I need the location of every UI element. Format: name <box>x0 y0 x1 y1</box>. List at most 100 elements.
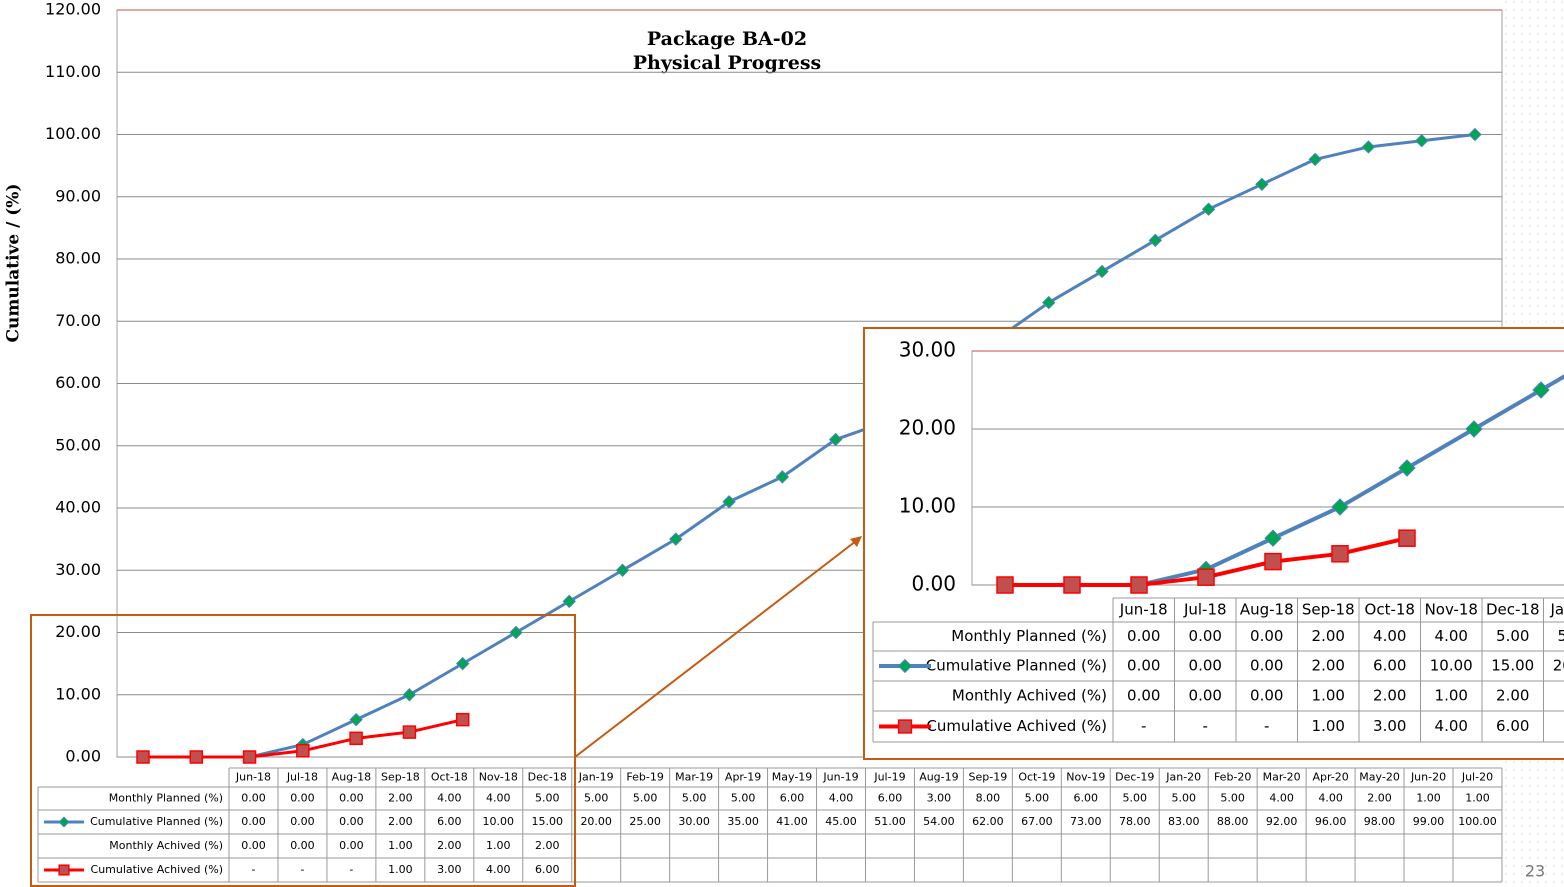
square-marker <box>189 750 204 764</box>
y-tick-label: 10.00 <box>55 684 101 703</box>
x-tick-label: Jul-18 <box>1183 601 1227 619</box>
table-value: 0.00 <box>339 839 364 852</box>
table-value: 5.00 <box>682 792 707 805</box>
table-value: 1.00 <box>1465 792 1490 805</box>
y-tick-label: 20.00 <box>899 416 956 440</box>
diamond-marker <box>1264 529 1282 547</box>
square-marker <box>1264 552 1282 571</box>
table-value: 4.00 <box>437 792 462 805</box>
y-tick-label: 30.00 <box>899 338 956 362</box>
table-value: 0.00 <box>1127 657 1160 675</box>
square-marker <box>349 731 363 746</box>
legend-label: Monthly Planned (%) <box>109 792 223 805</box>
diamond-marker <box>402 688 417 702</box>
table-value: 0.00 <box>241 792 266 805</box>
zoom-box <box>30 614 576 887</box>
table-value: 4.00 <box>486 863 511 876</box>
legend-label: Cumulative Achived (%) <box>91 863 223 876</box>
x-tick-label: May-20 <box>1359 771 1400 784</box>
arrow-head <box>850 536 862 547</box>
legend-label: Monthly Planned (%) <box>951 627 1107 645</box>
page-number: 23 <box>1525 862 1545 881</box>
x-tick-label: Jan-19 <box>578 771 614 784</box>
legend-label: Monthly Achived (%) <box>109 839 223 852</box>
table-value: 35.00 <box>727 815 759 828</box>
table-value: 5.00 <box>1558 627 1564 645</box>
diamond-marker <box>828 432 843 447</box>
y-tick-label: 110.00 <box>45 62 101 81</box>
table-value: 0.00 <box>339 792 364 805</box>
table-value: 4.00 <box>1435 717 1468 735</box>
table-value: 1.00 <box>388 863 413 876</box>
table-value: 4.00 <box>1435 627 1468 645</box>
x-tick-label: Nov-18 <box>479 771 518 784</box>
diamond-marker <box>1148 233 1163 248</box>
table-value: 51.00 <box>874 815 906 828</box>
diamond-marker <box>1532 381 1550 399</box>
diamond-marker <box>775 470 790 484</box>
table-value: - <box>1141 717 1146 735</box>
table-value: 83.00 <box>1168 815 1200 828</box>
table-value: 78.00 <box>1119 815 1151 828</box>
square-marker <box>1130 576 1148 594</box>
table-value: 20.00 <box>580 815 612 828</box>
legend-marker <box>58 816 70 828</box>
x-tick-label: Jan-20 <box>1165 771 1201 784</box>
table-value: - <box>300 863 304 876</box>
zoom-arrow <box>574 540 857 758</box>
x-tick-label: Jul-19 <box>873 771 905 784</box>
y-tick-label: 100.00 <box>45 124 101 143</box>
x-tick-label: Jun-18 <box>1119 601 1168 619</box>
x-tick-label: Sep-19 <box>969 771 1008 784</box>
table-value: 2.00 <box>1312 627 1345 645</box>
table-value: 5.00 <box>1025 792 1050 805</box>
y-tick-label: 60.00 <box>55 373 101 392</box>
table-value: 0.00 <box>241 815 266 828</box>
table-value: 0.00 <box>1189 627 1222 645</box>
table-value: 62.00 <box>972 815 1004 828</box>
inset-chart: 0.00 10.00 20.00 30.00 Jun-18 Jul-18 Aug-18 Sep… <box>872 338 1564 743</box>
y-tick-label: 30.00 <box>55 560 101 579</box>
square-marker <box>136 750 150 764</box>
x-tick-label: Aug-18 <box>1240 601 1294 619</box>
square-marker <box>996 576 1014 594</box>
y-tick-label: 90.00 <box>55 186 101 205</box>
x-tick-label: Aug-18 <box>332 771 371 784</box>
table-value: 5.00 <box>1123 792 1148 805</box>
table-value: 0.00 <box>1250 627 1283 645</box>
x-tick-label: Apr-19 <box>725 771 761 784</box>
table-value: 2.00 <box>1312 657 1345 675</box>
table-value: 6.00 <box>437 815 462 828</box>
table-value: 10.00 <box>483 815 515 828</box>
y-tick-label: 40.00 <box>55 498 101 517</box>
table-value: 2.00 <box>535 839 560 852</box>
table-value: 2.00 <box>1496 687 1529 705</box>
table-value: 88.00 <box>1217 815 1249 828</box>
y-tick-label: 80.00 <box>55 249 101 268</box>
x-tick-label: Dec-19 <box>1115 771 1154 784</box>
x-tick-label: Sep-18 <box>381 771 420 784</box>
table-value: 15.00 <box>531 815 563 828</box>
table-value: 2.00 <box>437 839 462 852</box>
table-value: 2.00 <box>1373 687 1406 705</box>
x-tick-label: Feb-20 <box>1214 771 1251 784</box>
x-tick-label: Nov-19 <box>1066 771 1105 784</box>
x-tick-label: Jul-18 <box>286 771 318 784</box>
y-tick-label: 10.00 <box>899 494 956 518</box>
table-value: 100.00 <box>1458 815 1497 828</box>
diamond-marker <box>1415 134 1429 148</box>
table-value: 25.00 <box>629 815 661 828</box>
diamond-marker <box>1331 498 1349 516</box>
diamond-marker <box>615 563 630 577</box>
x-tick-label: Dec-18 <box>1486 601 1540 619</box>
table-value: 2.00 <box>388 815 413 828</box>
square-marker <box>1063 576 1081 594</box>
table-value: 5.00 <box>1220 792 1245 805</box>
x-tick-label: Dec-18 <box>528 771 567 784</box>
table-value: 5.00 <box>731 792 756 805</box>
table-value: 73.00 <box>1070 815 1102 828</box>
table-value: 0.00 <box>1250 687 1283 705</box>
legend-label: Monthly Achived (%) <box>952 687 1107 705</box>
table-value: 5.00 <box>1171 792 1196 805</box>
